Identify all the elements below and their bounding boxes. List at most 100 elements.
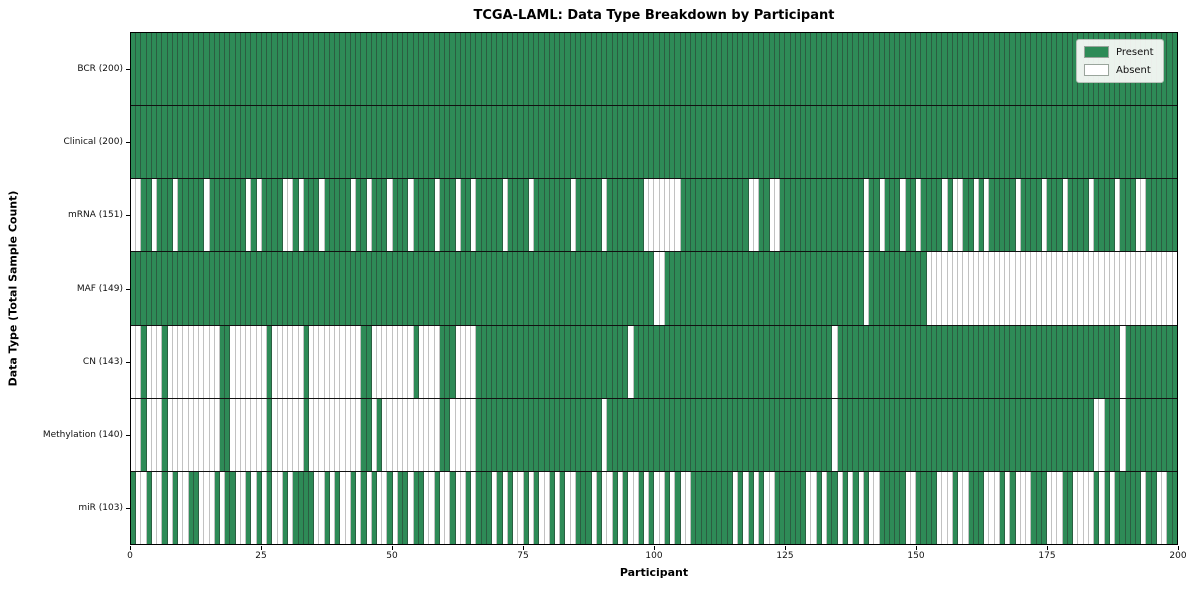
heatmap-cell	[900, 106, 906, 179]
heatmap-cell	[424, 398, 430, 471]
heatmap-cell	[774, 252, 781, 325]
heatmap-cell	[879, 398, 885, 471]
heatmap-cell	[188, 106, 194, 179]
heatmap-cell	[1015, 106, 1021, 179]
heatmap-cell	[288, 33, 294, 106]
heatmap-cell	[1088, 106, 1095, 179]
heatmap-cell	[256, 252, 262, 325]
heatmap-cell	[466, 325, 472, 398]
heatmap-cell	[340, 179, 346, 252]
heatmap-cell	[743, 106, 749, 179]
heatmap-cell	[764, 398, 770, 471]
heatmap-cell	[874, 33, 880, 106]
heatmap-cell	[706, 33, 713, 106]
heatmap-cell	[921, 325, 927, 398]
heatmap-cell	[858, 179, 864, 252]
heatmap-cell	[439, 252, 446, 325]
heatmap-cell	[999, 252, 1006, 325]
heatmap-cell	[994, 179, 1000, 252]
heatmap-cell	[1125, 398, 1131, 471]
heatmap-cell	[801, 106, 807, 179]
heatmap-cell	[869, 252, 875, 325]
heatmap-cell	[670, 179, 676, 252]
heatmap-cell	[649, 252, 655, 325]
heatmap-cell	[769, 471, 775, 544]
heatmap-row	[131, 33, 1177, 106]
heatmap-cell	[518, 106, 524, 179]
heatmap-cell	[314, 106, 320, 179]
heatmap-cell	[523, 471, 529, 544]
heatmap-cell	[434, 398, 440, 471]
heatmap-cell	[539, 325, 545, 398]
heatmap-cell	[518, 252, 524, 325]
heatmap-cell	[167, 106, 173, 179]
heatmap-cell	[973, 179, 979, 252]
heatmap-cell	[916, 179, 922, 252]
heatmap-cell	[225, 252, 231, 325]
heatmap-cell	[366, 398, 372, 471]
heatmap-cell	[151, 252, 158, 325]
heatmap-cell	[670, 398, 676, 471]
heatmap-cell	[476, 179, 482, 252]
heatmap-cell	[1052, 398, 1058, 471]
heatmap-cell	[539, 252, 545, 325]
heatmap-cell	[256, 33, 262, 106]
heatmap-cell	[685, 398, 692, 471]
heatmap-cell	[780, 106, 786, 179]
heatmap-cell	[717, 179, 723, 252]
heatmap-cell	[1026, 179, 1032, 252]
heatmap-cell	[230, 179, 236, 252]
heatmap-cell	[633, 471, 639, 544]
heatmap-cell	[596, 398, 603, 471]
heatmap-cell	[738, 252, 744, 325]
heatmap-cell	[759, 106, 765, 179]
heatmap-cell	[623, 33, 629, 106]
heatmap-cell	[706, 471, 713, 544]
heatmap-cell	[801, 471, 807, 544]
heatmap-cell	[586, 252, 592, 325]
heatmap-cell	[136, 398, 142, 471]
heatmap-cell	[1162, 252, 1168, 325]
heatmap-cell	[329, 325, 336, 398]
heatmap-cell	[481, 106, 487, 179]
heatmap-cell	[848, 33, 854, 106]
heatmap-cell	[1005, 325, 1011, 398]
heatmap-cell	[272, 33, 278, 106]
heatmap-cell	[628, 33, 634, 106]
heatmap-cell	[371, 471, 378, 544]
heatmap-cell	[675, 252, 681, 325]
heatmap-cell	[659, 106, 665, 179]
heatmap-cell	[827, 325, 833, 398]
heatmap-cell	[497, 33, 503, 106]
heatmap-cell	[460, 106, 466, 179]
heatmap-cell	[1136, 252, 1142, 325]
heatmap-cell	[753, 398, 760, 471]
heatmap-cell	[178, 398, 184, 471]
heatmap-cell	[774, 325, 781, 398]
heatmap-cell	[408, 398, 414, 471]
heatmap-cell	[486, 33, 493, 106]
heatmap-cell	[1026, 398, 1032, 471]
heatmap-cell	[523, 398, 529, 471]
heatmap-cell	[460, 471, 466, 544]
heatmap-cell	[1120, 398, 1126, 471]
heatmap-cell	[408, 179, 414, 252]
heatmap-cell	[214, 106, 220, 179]
heatmap-cell	[942, 106, 948, 179]
x-tick-mark	[523, 546, 524, 550]
heatmap-cell	[277, 471, 283, 544]
heatmap-cell	[591, 398, 597, 471]
heatmap-cell	[230, 471, 236, 544]
heatmap-cell	[502, 398, 508, 471]
heatmap-cell	[696, 398, 702, 471]
heatmap-cell	[774, 106, 781, 179]
heatmap-cell	[209, 325, 215, 398]
y-tick-label: CN (143)	[82, 356, 123, 367]
y-tick-label: Clinical (200)	[63, 136, 123, 147]
heatmap-cell	[554, 252, 561, 325]
heatmap-cell	[450, 252, 456, 325]
heatmap-cell	[623, 471, 629, 544]
heatmap-cell	[575, 179, 582, 252]
heatmap-cell	[889, 179, 896, 252]
heatmap-cell	[675, 398, 681, 471]
